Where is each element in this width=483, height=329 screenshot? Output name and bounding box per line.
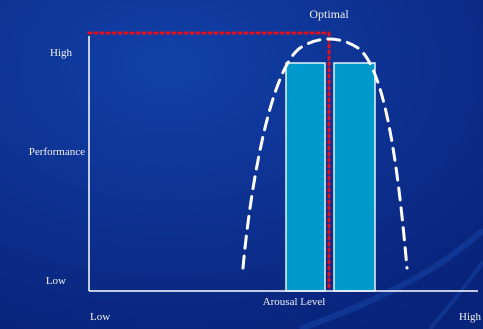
decorative-swoosh	[298, 227, 483, 329]
inverted-u-curve	[241, 37, 409, 270]
y-high-label: High	[50, 47, 73, 59]
x-low-label: Low	[90, 311, 110, 323]
y-low-label: Low	[46, 275, 66, 287]
optimal-label: Optimal	[309, 7, 349, 21]
bar-left	[285, 62, 326, 292]
y-axis-title: Performance	[29, 146, 85, 158]
x-high-label: High	[459, 311, 482, 323]
x-axis-title: Arousal Level	[263, 296, 326, 308]
bar-right	[333, 62, 376, 292]
